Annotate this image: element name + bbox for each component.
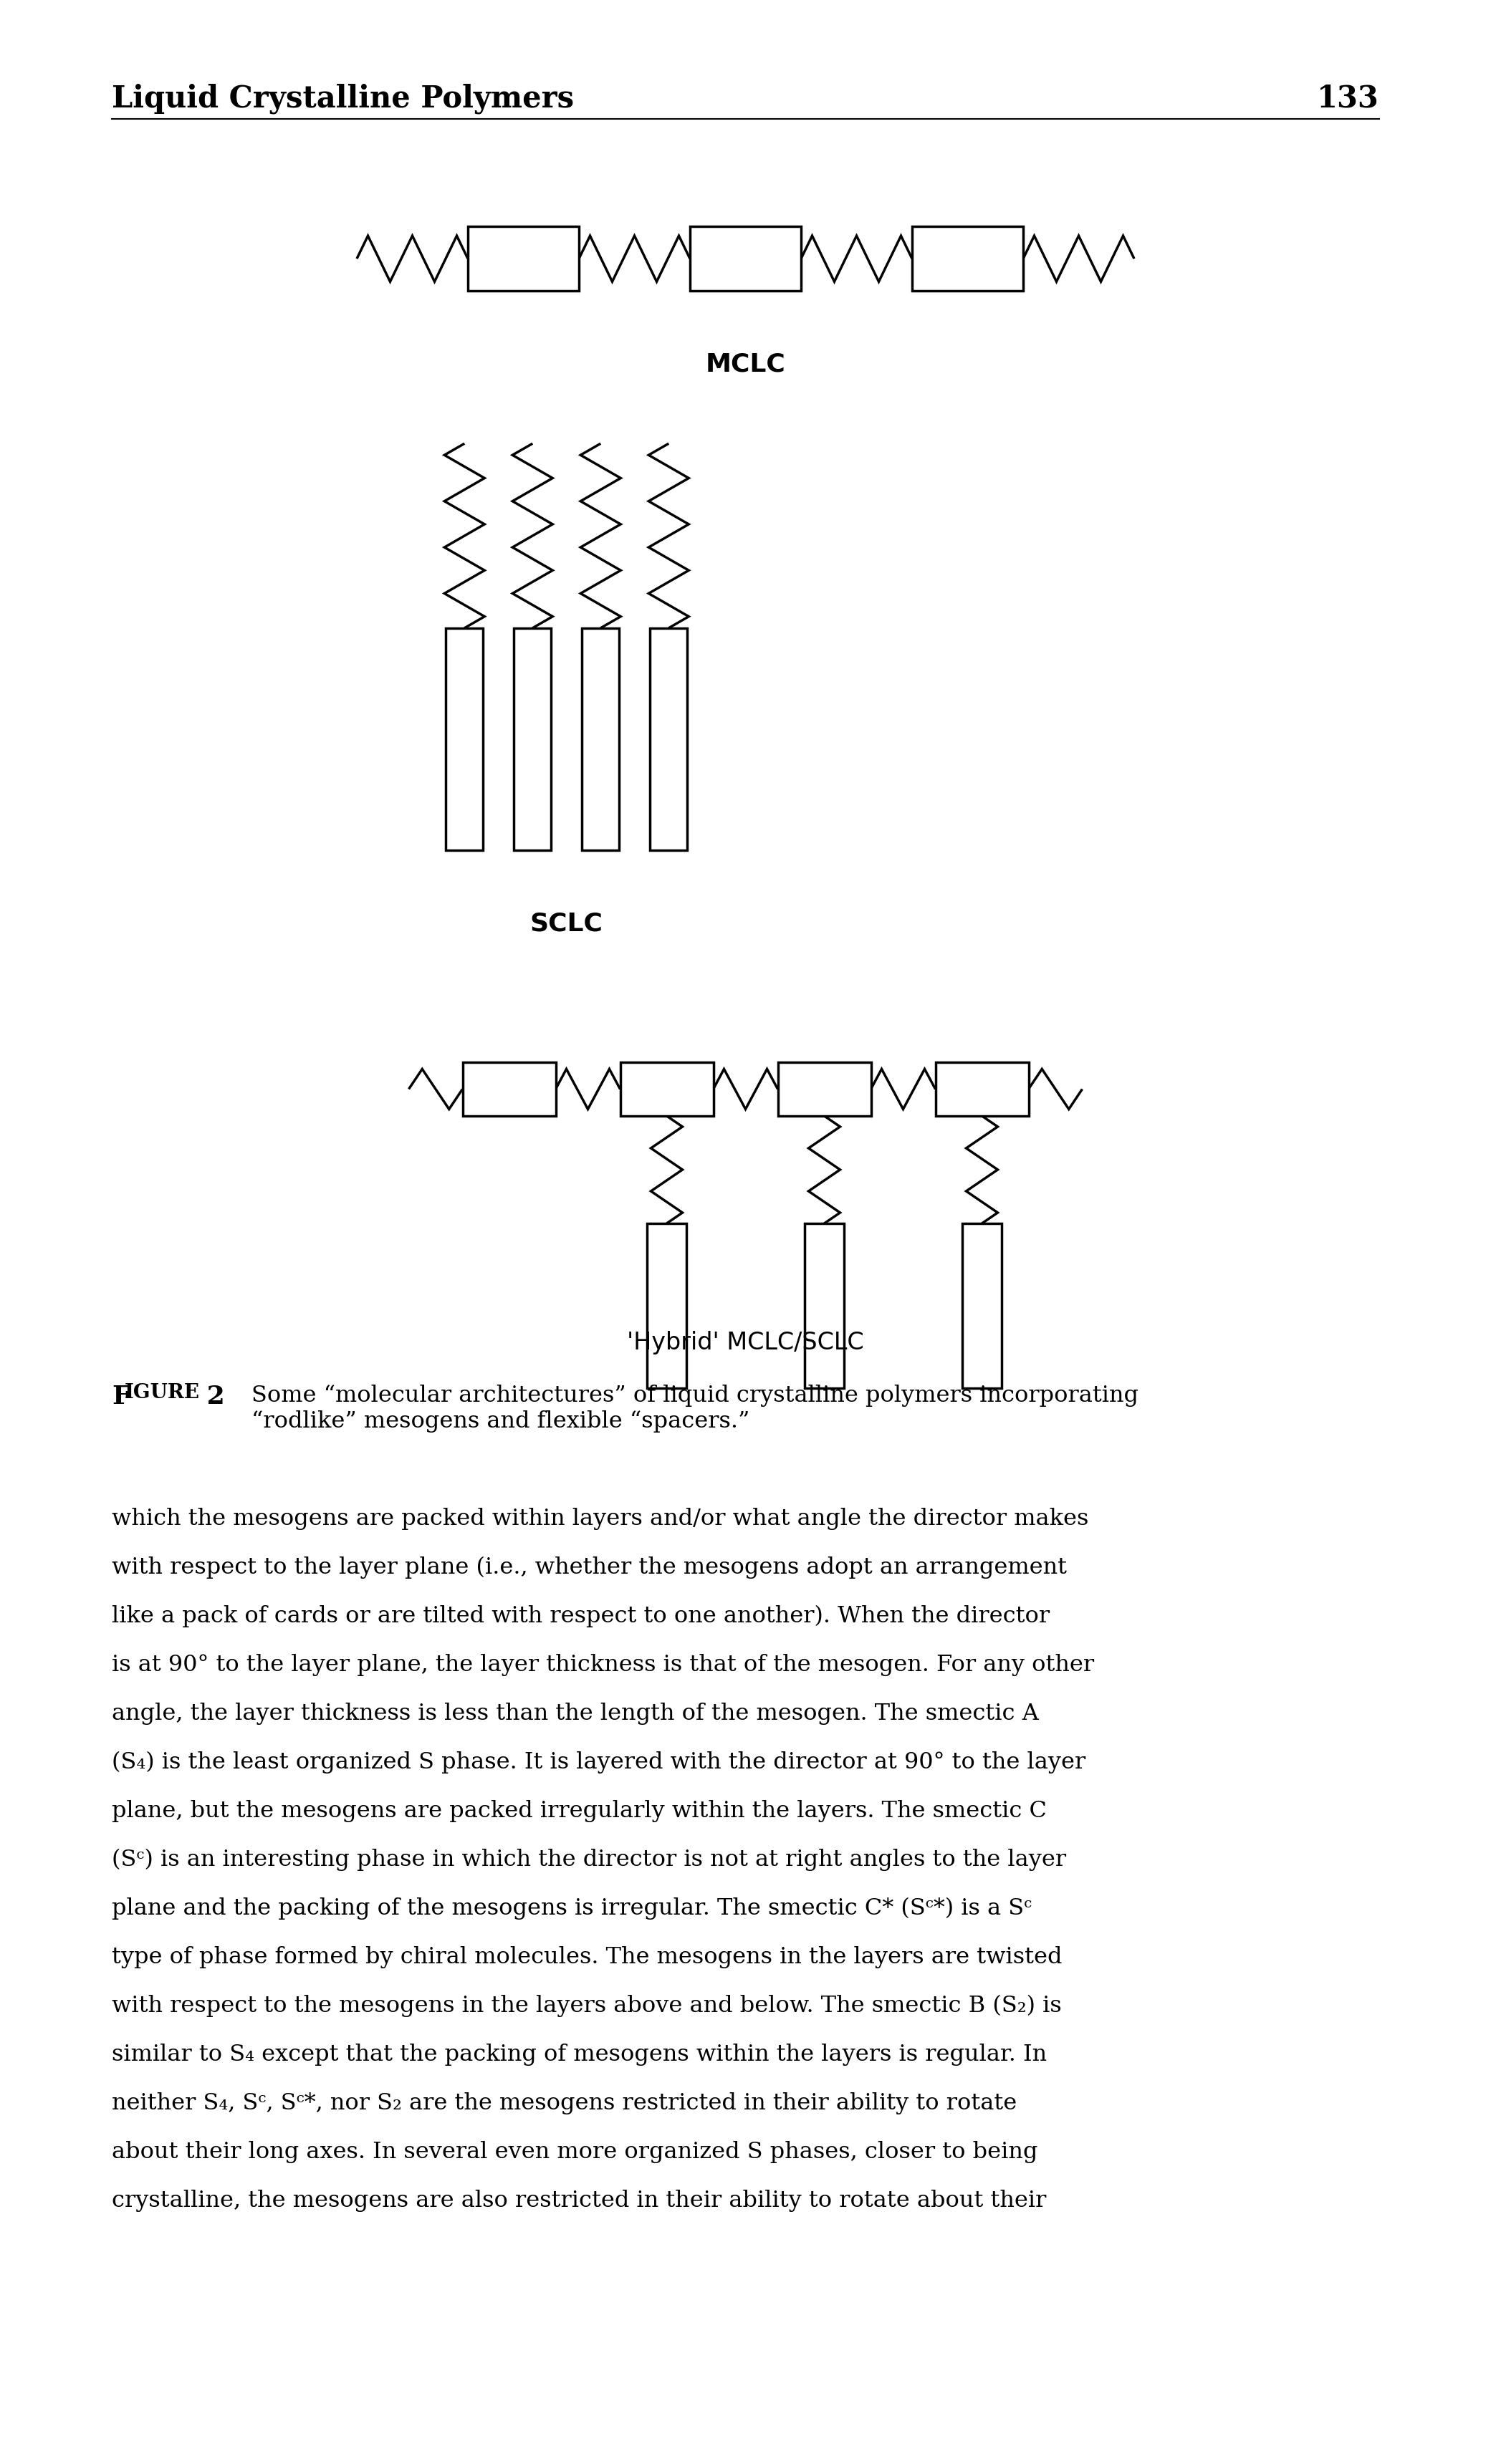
Bar (462, 1062, 556, 1116)
Bar (446, 628, 483, 850)
Text: 133: 133 (1317, 84, 1379, 113)
Text: 2: 2 (198, 1385, 243, 1409)
Bar (650, 628, 687, 850)
Text: (Sᶜ) is an interesting phase in which the director is not at right angles to the: (Sᶜ) is an interesting phase in which th… (112, 1848, 1066, 1870)
Text: SCLC: SCLC (531, 912, 602, 936)
Text: with respect to the mesogens in the layers above and below. The smectic B (S₂) i: with respect to the mesogens in the laye… (112, 1996, 1062, 2018)
Bar (581, 628, 619, 850)
Text: plane, but the mesogens are packed irregularly within the layers. The smectic C: plane, but the mesogens are packed irreg… (112, 1801, 1047, 1823)
Bar (912, 227, 1023, 291)
Text: which the mesogens are packed within layers and/or what angle the director makes: which the mesogens are packed within lay… (112, 1508, 1088, 1530)
Bar (690, 227, 801, 291)
Text: with respect to the layer plane (i.e., whether the mesogens adopt an arrangement: with respect to the layer plane (i.e., w… (112, 1557, 1068, 1579)
Bar (935, 1062, 1029, 1116)
Text: like a pack of cards or are tilted with respect to one another). When the direct: like a pack of cards or are tilted with … (112, 1607, 1050, 1629)
Bar (647, 1225, 686, 1387)
Bar (514, 628, 552, 850)
Text: (S₄) is the least organized S phase. It is layered with the director at 90° to t: (S₄) is the least organized S phase. It … (112, 1752, 1085, 1774)
Text: angle, the layer thickness is less than the length of the mesogen. The smectic A: angle, the layer thickness is less than … (112, 1703, 1039, 1725)
Text: about their long axes. In several even more organized S phases, closer to being: about their long axes. In several even m… (112, 2141, 1038, 2163)
Bar (962, 1225, 1002, 1387)
Text: type of phase formed by chiral molecules. The mesogens in the layers are twisted: type of phase formed by chiral molecules… (112, 1947, 1062, 1969)
Text: plane and the packing of the mesogens is irregular. The smectic C* (Sᶜ*) is a Sᶜ: plane and the packing of the mesogens is… (112, 1897, 1032, 1919)
Text: F: F (112, 1385, 130, 1409)
Text: neither S₄, Sᶜ, Sᶜ*, nor S₂ are the mesogens restricted in their ability to rota: neither S₄, Sᶜ, Sᶜ*, nor S₂ are the meso… (112, 2092, 1017, 2114)
Text: is at 90° to the layer plane, the layer thickness is that of the mesogen. For an: is at 90° to the layer plane, the layer … (112, 1653, 1094, 1676)
Bar (805, 1225, 844, 1387)
Text: similar to S₄ except that the packing of mesogens within the layers is regular. : similar to S₄ except that the packing of… (112, 2043, 1047, 2065)
Text: MCLC: MCLC (705, 352, 786, 377)
Text: Liquid Crystalline Polymers: Liquid Crystalline Polymers (112, 84, 574, 113)
Text: Some “molecular architectures” of liquid crystalline polymers incorporating
“rod: Some “molecular architectures” of liquid… (252, 1385, 1139, 1432)
Text: 'Hybrid' MCLC/SCLC: 'Hybrid' MCLC/SCLC (628, 1331, 863, 1355)
Text: crystalline, the mesogens are also restricted in their ability to rotate about t: crystalline, the mesogens are also restr… (112, 2190, 1047, 2213)
Bar (778, 1062, 871, 1116)
Bar (468, 227, 579, 291)
Bar (620, 1062, 713, 1116)
Text: IGURE: IGURE (125, 1382, 200, 1402)
